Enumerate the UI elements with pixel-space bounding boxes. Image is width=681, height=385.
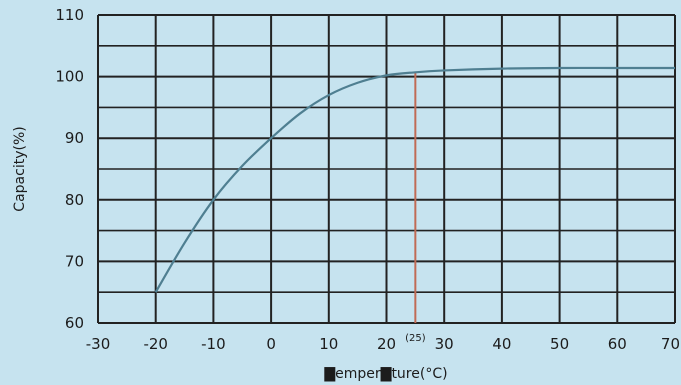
x-tick-labels: -30 -20 -10 0 10 20 30 40 50 60 70 (86, 335, 680, 353)
x-tick-label: 30 (435, 335, 454, 353)
reference-line-label: (25) (405, 333, 426, 344)
y-tick-label: 60 (65, 314, 84, 332)
y-tick-label: 70 (65, 252, 84, 270)
x-tick-label: 50 (550, 335, 569, 353)
major-gridlines (97, 14, 676, 324)
y-tick-label: 110 (55, 6, 84, 24)
y-tick-label: 90 (65, 129, 84, 147)
x-tick-label: -20 (143, 335, 168, 353)
y-axis-label: Capacity(%) (12, 126, 28, 211)
x-tick-label: 70 (661, 335, 680, 353)
x-tick-label: 10 (319, 335, 338, 353)
x-tick-label: 40 (492, 335, 511, 353)
x-tick-label: -10 (201, 335, 226, 353)
capacity-curve (154, 66, 675, 293)
y-tick-labels: 60 70 80 90 100 110 (55, 6, 84, 332)
x-axis-label: ▇emper▇ture(°C) (323, 366, 447, 382)
x-tick-label: 0 (266, 335, 276, 353)
x-tick-label: -30 (86, 335, 111, 353)
y-tick-label: 80 (65, 191, 84, 209)
y-tick-label: 100 (55, 68, 84, 86)
x-tick-label: 60 (608, 335, 627, 353)
x-tick-label: 20 (377, 335, 396, 353)
